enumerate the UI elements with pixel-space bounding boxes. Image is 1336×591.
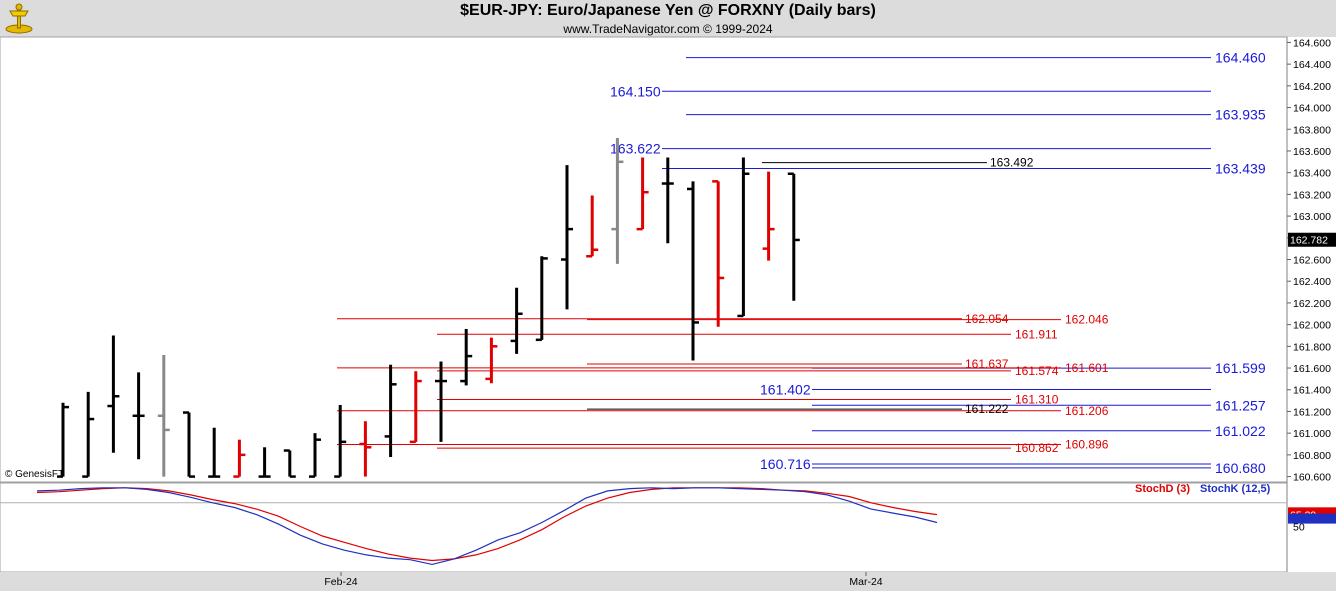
price-axis: 164.600 164.400 164.200 164.000 163.800 163.6…	[1287, 37, 1336, 484]
y-tick-label: 163.800	[1293, 124, 1331, 136]
ohlc-bar	[737, 157, 750, 318]
red-level-label: 161.911	[1015, 327, 1058, 341]
blue-level-label: 160.716	[760, 456, 811, 472]
date-axis-band	[0, 572, 1336, 591]
blue-level-label: 164.150	[610, 83, 661, 99]
y-tick-label: 164.200	[1293, 81, 1331, 93]
stoch-k-legend: StochK (12,5)	[1200, 483, 1271, 495]
ohlc-bar	[586, 195, 599, 258]
blue-level-label: 161.402	[760, 382, 811, 398]
blue-level-label: 161.599	[1215, 360, 1266, 376]
x-tick-label: Mar-24	[849, 576, 882, 588]
y-tick-label: 161.400	[1293, 385, 1331, 397]
y-tick-label: 161.800	[1293, 341, 1331, 353]
ohlc-bar	[359, 421, 372, 477]
last-price-label: 162.782	[1290, 235, 1328, 247]
y-tick-label: 162.000	[1293, 320, 1331, 332]
ohlc-bar	[535, 256, 548, 342]
oscillator-tick-label: 50	[1293, 522, 1305, 534]
y-tick-label: 162.400	[1293, 276, 1331, 288]
chart-title: $EUR-JPY: Euro/Japanese Yen @ FORXNY (Da…	[460, 2, 876, 19]
ohlc-bar	[132, 372, 145, 460]
blue-level-label: 163.622	[610, 141, 661, 157]
x-tick-label: Feb-24	[324, 576, 357, 588]
red-level-label: 161.574	[1015, 364, 1059, 378]
y-tick-label: 163.200	[1293, 189, 1331, 201]
chart-subtitle: www.TradeNavigator.com © 1999-2024	[563, 22, 773, 36]
red-level-label: 160.862	[1015, 441, 1059, 455]
stoch-k-value-box	[1288, 513, 1336, 524]
ohlc-bar	[283, 449, 296, 478]
ohlc-bar	[258, 447, 271, 478]
ohlc-bar	[57, 402, 69, 478]
red-level-label: 161.637	[965, 357, 1009, 371]
ohlc-bar	[661, 157, 674, 244]
ohlc-bar	[107, 335, 120, 453]
fib-levels: 164.460 164.150 163.935 163.622 163.439 161.5…	[337, 50, 1266, 476]
ohlc-bar	[208, 427, 221, 478]
black-level-label: 163.492	[990, 156, 1034, 170]
ohlc-bar	[409, 371, 422, 444]
ohlc-bar	[309, 433, 321, 478]
ohlc-bar	[510, 287, 523, 354]
y-tick-label: 161.600	[1293, 363, 1331, 375]
ohlc-bar	[334, 404, 347, 478]
ohlc-bar	[384, 364, 397, 458]
y-tick-label: 163.400	[1293, 168, 1331, 180]
blue-level-label: 164.460	[1215, 50, 1266, 66]
red-level-label: 161.206	[1065, 404, 1109, 418]
y-tick-label: 162.600	[1293, 255, 1331, 267]
y-tick-label: 161.000	[1293, 428, 1331, 440]
trade-navigator-logo-icon	[4, 2, 34, 34]
price-panel-frame	[0, 36, 1288, 483]
y-tick-label: 160.600	[1293, 472, 1331, 484]
y-tick-label: 162.200	[1293, 298, 1331, 310]
y-tick-label: 163.000	[1293, 211, 1331, 223]
y-tick-label: 163.600	[1293, 146, 1331, 158]
copyright-label: © GenesisFT	[5, 469, 65, 480]
red-level-label: 161.601	[1065, 361, 1109, 375]
red-level-label: 162.046	[1065, 313, 1109, 327]
y-tick-label: 164.400	[1293, 59, 1331, 71]
y-tick-label: 164.600	[1293, 37, 1331, 49]
ohlc-bar	[82, 391, 95, 478]
chart-header: $EUR-JPY: Euro/Japanese Yen @ FORXNY (Da…	[0, 0, 1336, 37]
y-tick-label: 161.200	[1293, 406, 1331, 418]
black-level-label: 161.222	[965, 402, 1009, 416]
stoch-k-line	[36, 487, 938, 566]
red-level-label: 160.896	[1065, 437, 1109, 451]
ohlc-bar	[561, 165, 573, 310]
ohlc-bar	[435, 361, 447, 442]
blue-level-label: 161.022	[1215, 423, 1266, 439]
ohlc-bar	[157, 355, 170, 477]
blue-level-label: 161.257	[1215, 397, 1266, 413]
stochastic-panel: 5065.39	[0, 487, 1336, 566]
blue-level-label: 160.680	[1215, 460, 1266, 476]
y-tick-label: 160.800	[1293, 450, 1331, 462]
ohlc-bar	[712, 180, 725, 327]
ohlc-bar	[787, 172, 800, 301]
ohlc-bar	[762, 171, 775, 261]
ohlc-bar	[183, 411, 195, 478]
blue-level-label: 163.935	[1215, 107, 1266, 123]
ohlc-bar	[687, 181, 699, 361]
ohlc-bar	[636, 157, 649, 231]
ohlc-bar	[611, 137, 624, 264]
ohlc-bar	[485, 337, 498, 384]
blue-level-label: 163.439	[1215, 160, 1266, 176]
price-bars	[57, 137, 800, 478]
right-axis-band	[1287, 37, 1336, 572]
stoch-d-legend: StochD (3)	[1135, 483, 1190, 495]
chart-frame	[0, 36, 1336, 591]
last-price-box	[1288, 232, 1336, 247]
oscillator-panel-frame	[0, 482, 1288, 573]
red-level-label: 161.310	[1015, 393, 1059, 407]
y-tick-label: 164.000	[1293, 103, 1331, 115]
ohlc-bar	[460, 328, 473, 386]
ohlc-bar	[233, 439, 246, 478]
date-axis: Feb-24 Mar-24	[324, 572, 883, 588]
red-level-label: 162.054	[965, 312, 1009, 326]
